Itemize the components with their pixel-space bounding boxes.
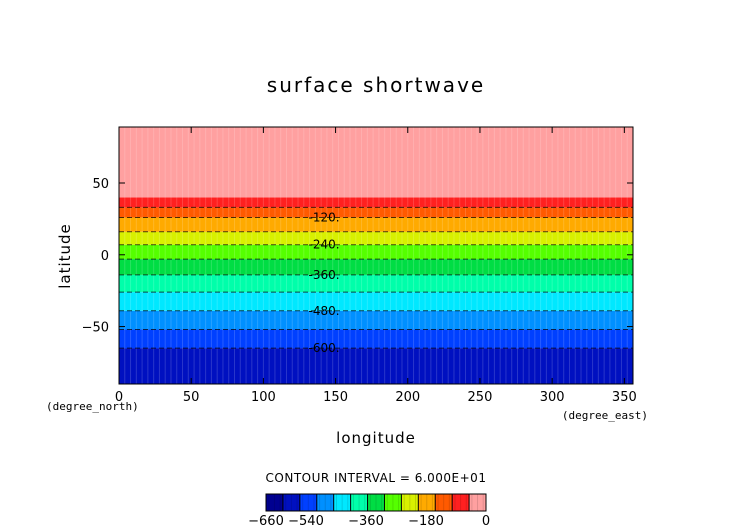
colorbar-swatch	[452, 494, 470, 511]
x-tick-label: 350	[612, 390, 637, 405]
y-axis-title: latitude	[56, 223, 74, 289]
x-unit-label: (degree_east)	[562, 409, 648, 422]
colorbar-swatch	[266, 494, 283, 511]
y-tick-label: 50	[92, 177, 109, 192]
colorbar-swatch	[469, 494, 486, 511]
colorbar-tick-label: −660	[248, 514, 284, 529]
colorbar-tick-label: −360	[348, 514, 384, 529]
colorbar-frame	[265, 493, 487, 512]
contour-label: -120.	[308, 210, 339, 224]
contour-label: -240.	[308, 238, 339, 252]
filled-contour-bands	[119, 127, 633, 384]
colorbar-tick-label: 0	[482, 514, 490, 529]
x-axis-ticks: 0 50 100 150 200 250 300 350	[115, 127, 637, 405]
band-2	[119, 310, 633, 330]
colorbar-swatch	[401, 494, 419, 511]
colorbar-swatch	[435, 494, 453, 511]
y-tick-label: 0	[101, 249, 109, 264]
colorbar-swatch	[367, 494, 385, 511]
band-8	[119, 217, 633, 232]
x-axis-title: longitude	[336, 429, 416, 447]
colorbar-swatch	[282, 494, 300, 511]
colorbar-swatch	[299, 494, 317, 511]
x-tick-label: 50	[183, 390, 200, 405]
colorbar: −660 −540 −360 −180 0	[248, 493, 490, 529]
x-tick-label: 100	[251, 390, 276, 405]
chart-title: surface shortwave	[267, 73, 485, 97]
contour-label: -360.	[308, 268, 339, 282]
colorbar-tick-label: −540	[288, 514, 324, 529]
band-3	[119, 292, 633, 311]
x-tick-label: 250	[468, 390, 493, 405]
x-tick-label: 150	[323, 390, 348, 405]
meridian-lines	[124, 127, 628, 384]
band-5	[119, 259, 633, 275]
x-tick-label: 300	[540, 390, 565, 405]
x-tick-label: 200	[395, 390, 420, 405]
contour-label: -480.	[308, 304, 339, 318]
band-9	[119, 207, 633, 218]
band-6	[119, 244, 633, 260]
y-axis-ticks: −50 0 50	[82, 177, 633, 336]
y-tick-label: −50	[82, 321, 109, 336]
colorbar-swatch	[350, 494, 368, 511]
contour-lines: -120. -240. -360. -480. -600.	[119, 206, 633, 355]
band-4	[119, 274, 633, 293]
colorbar-swatch	[316, 494, 334, 511]
y-unit-label: (degree_north)	[46, 400, 139, 413]
colorbar-swatch	[333, 494, 351, 511]
colorbar-tick-label: −180	[408, 514, 444, 529]
band-10	[119, 197, 633, 208]
band-11	[119, 127, 633, 198]
contour-label: -600.	[308, 341, 339, 355]
band-1	[119, 329, 633, 349]
plot-frame	[118, 126, 634, 385]
band-0	[119, 348, 633, 384]
colorbar-swatch	[418, 494, 436, 511]
x-tick-label: 0	[115, 390, 123, 405]
band-7	[119, 231, 633, 245]
contour-interval-label: CONTOUR INTERVAL = 6.000E+01	[266, 471, 487, 485]
colorbar-swatch	[384, 494, 402, 511]
